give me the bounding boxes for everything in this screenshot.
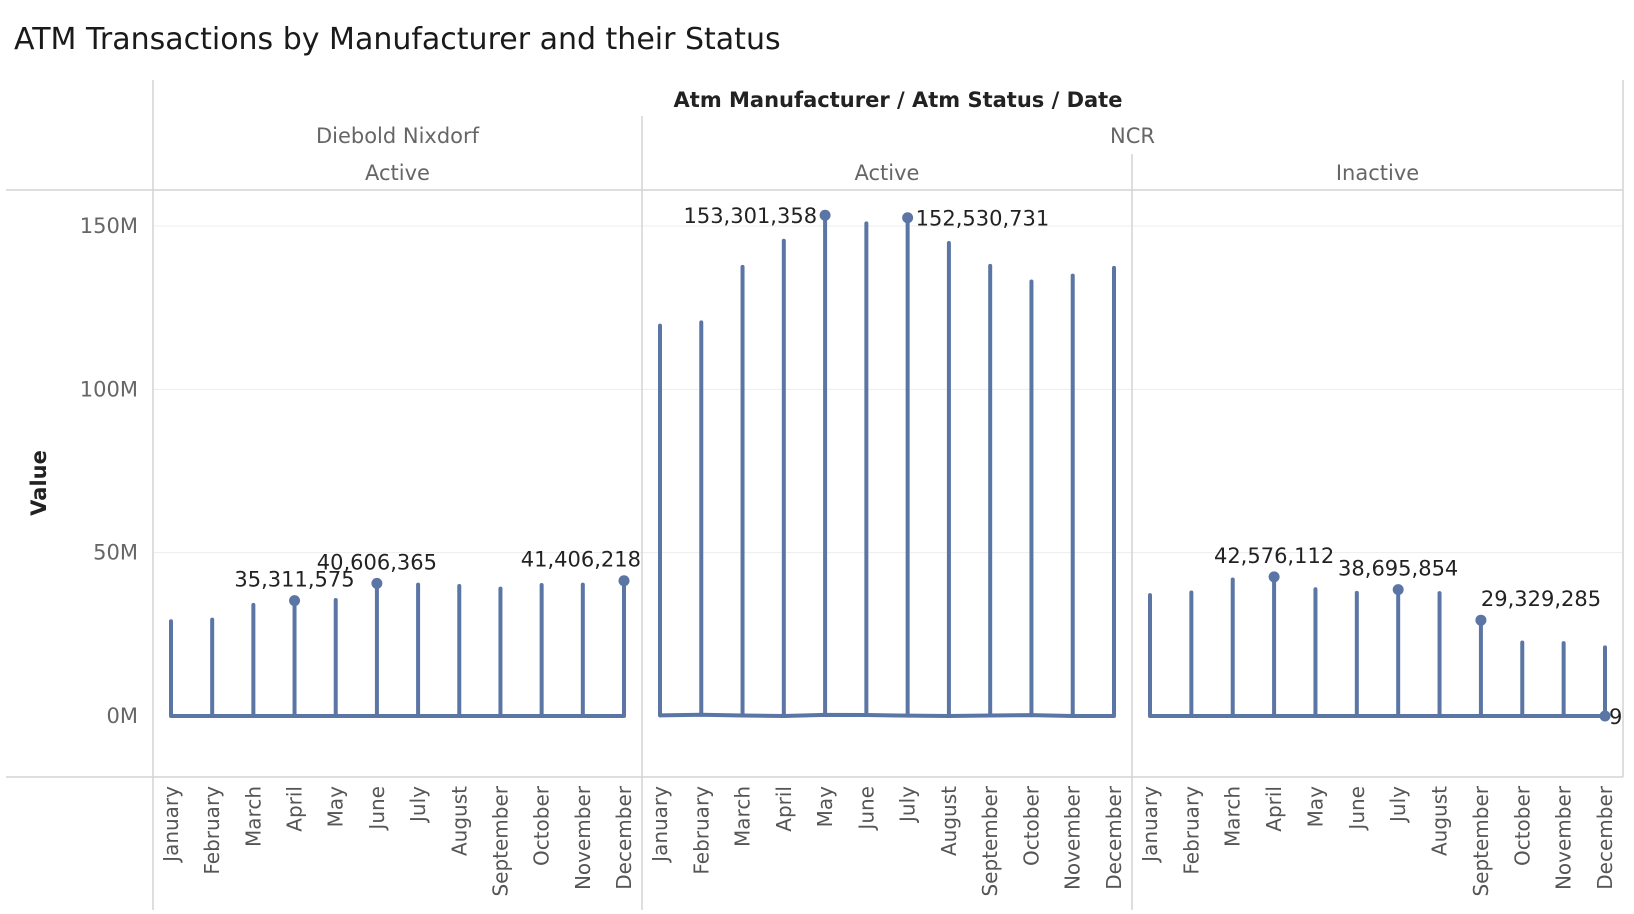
month-tick-label: January xyxy=(159,786,183,864)
data-label: 35,311,575 xyxy=(234,568,354,592)
data-point xyxy=(1599,710,1611,722)
month-tick-label: February xyxy=(689,786,713,875)
data-point xyxy=(1475,614,1487,626)
data-label: 152,530,731 xyxy=(916,207,1050,231)
y-tick-label: 0M xyxy=(107,704,138,728)
month-tick-label: August xyxy=(447,786,471,856)
status-header: Active xyxy=(365,161,430,185)
data-point xyxy=(289,595,301,607)
month-tick-label: October xyxy=(1019,785,1043,866)
month-tick-label: June xyxy=(854,786,878,832)
chart-title: ATM Transactions by Manufacturer and the… xyxy=(14,22,781,57)
month-tick-label: June xyxy=(365,786,389,832)
month-tick-label: June xyxy=(1345,786,1369,832)
month-tick-label: April xyxy=(772,786,796,832)
month-tick-label: August xyxy=(1428,786,1452,856)
month-tick-label: September xyxy=(1469,785,1493,896)
data-point xyxy=(618,575,630,587)
month-tick-label: September xyxy=(978,785,1002,896)
y-tick-label: 50M xyxy=(93,541,138,565)
month-tick-label: April xyxy=(283,786,307,832)
data-label: 153,301,358 xyxy=(683,204,817,228)
month-tick-label: May xyxy=(813,786,837,828)
x-axis: January February March April May June July Augu… xyxy=(159,785,1617,896)
month-tick-label: October xyxy=(530,785,554,866)
month-tick-label: May xyxy=(1303,786,1327,828)
data-label: 42,576,112 xyxy=(1214,544,1334,568)
y-axis-label: Value xyxy=(27,450,51,516)
column-header: Atm Manufacturer / Atm Status / Date xyxy=(674,88,1123,112)
month-tick-label: November xyxy=(1552,785,1576,890)
manufacturer-header: Diebold Nixdorf xyxy=(316,124,480,148)
status-header: Inactive xyxy=(1336,161,1419,185)
month-tick-label: May xyxy=(324,786,348,828)
data-point xyxy=(1268,571,1280,583)
y-tick-label: 100M xyxy=(80,377,138,401)
manufacturer-header: NCR xyxy=(1110,124,1155,148)
data-point xyxy=(1392,584,1404,596)
month-tick-label: December xyxy=(1593,785,1617,889)
baseline-series xyxy=(659,712,1114,718)
data-label: 41,406,218 xyxy=(521,548,641,572)
y-axis: 0M 50M 100M 150M xyxy=(80,214,138,728)
data-point xyxy=(819,209,831,221)
month-tick-label: January xyxy=(648,786,672,864)
month-tick-label: February xyxy=(200,786,224,875)
panel-headers: Diebold Nixdorf NCR Active Active Inactive xyxy=(316,124,1419,185)
month-tick-label: November xyxy=(1061,785,1085,890)
month-tick-label: December xyxy=(612,785,636,889)
month-tick-label: March xyxy=(731,786,755,847)
data-label: 29,329,285 xyxy=(1481,587,1601,611)
data-label: 38,695,854 xyxy=(1338,557,1458,581)
month-tick-label: December xyxy=(1102,785,1126,889)
month-tick-label: October xyxy=(1510,785,1534,866)
month-tick-label: February xyxy=(1179,786,1203,875)
month-tick-label: January xyxy=(1138,786,1162,864)
data-point xyxy=(371,577,383,589)
month-tick-label: November xyxy=(571,785,595,890)
month-tick-label: July xyxy=(406,786,430,824)
month-tick-label: September xyxy=(488,785,512,896)
y-tick-label: 150M xyxy=(80,214,138,238)
month-tick-label: August xyxy=(937,786,961,856)
month-tick-label: April xyxy=(1262,786,1286,832)
gridlines xyxy=(153,225,1623,554)
data-point xyxy=(902,212,914,224)
month-tick-label: March xyxy=(241,786,265,847)
month-tick-label: July xyxy=(1386,786,1410,824)
month-tick-label: July xyxy=(896,786,920,824)
data-label: 9 xyxy=(1609,705,1622,729)
chart-frame xyxy=(6,80,1624,910)
month-tick-label: March xyxy=(1221,786,1245,847)
data-label: 40,606,365 xyxy=(317,550,437,574)
status-header: Active xyxy=(855,161,920,185)
